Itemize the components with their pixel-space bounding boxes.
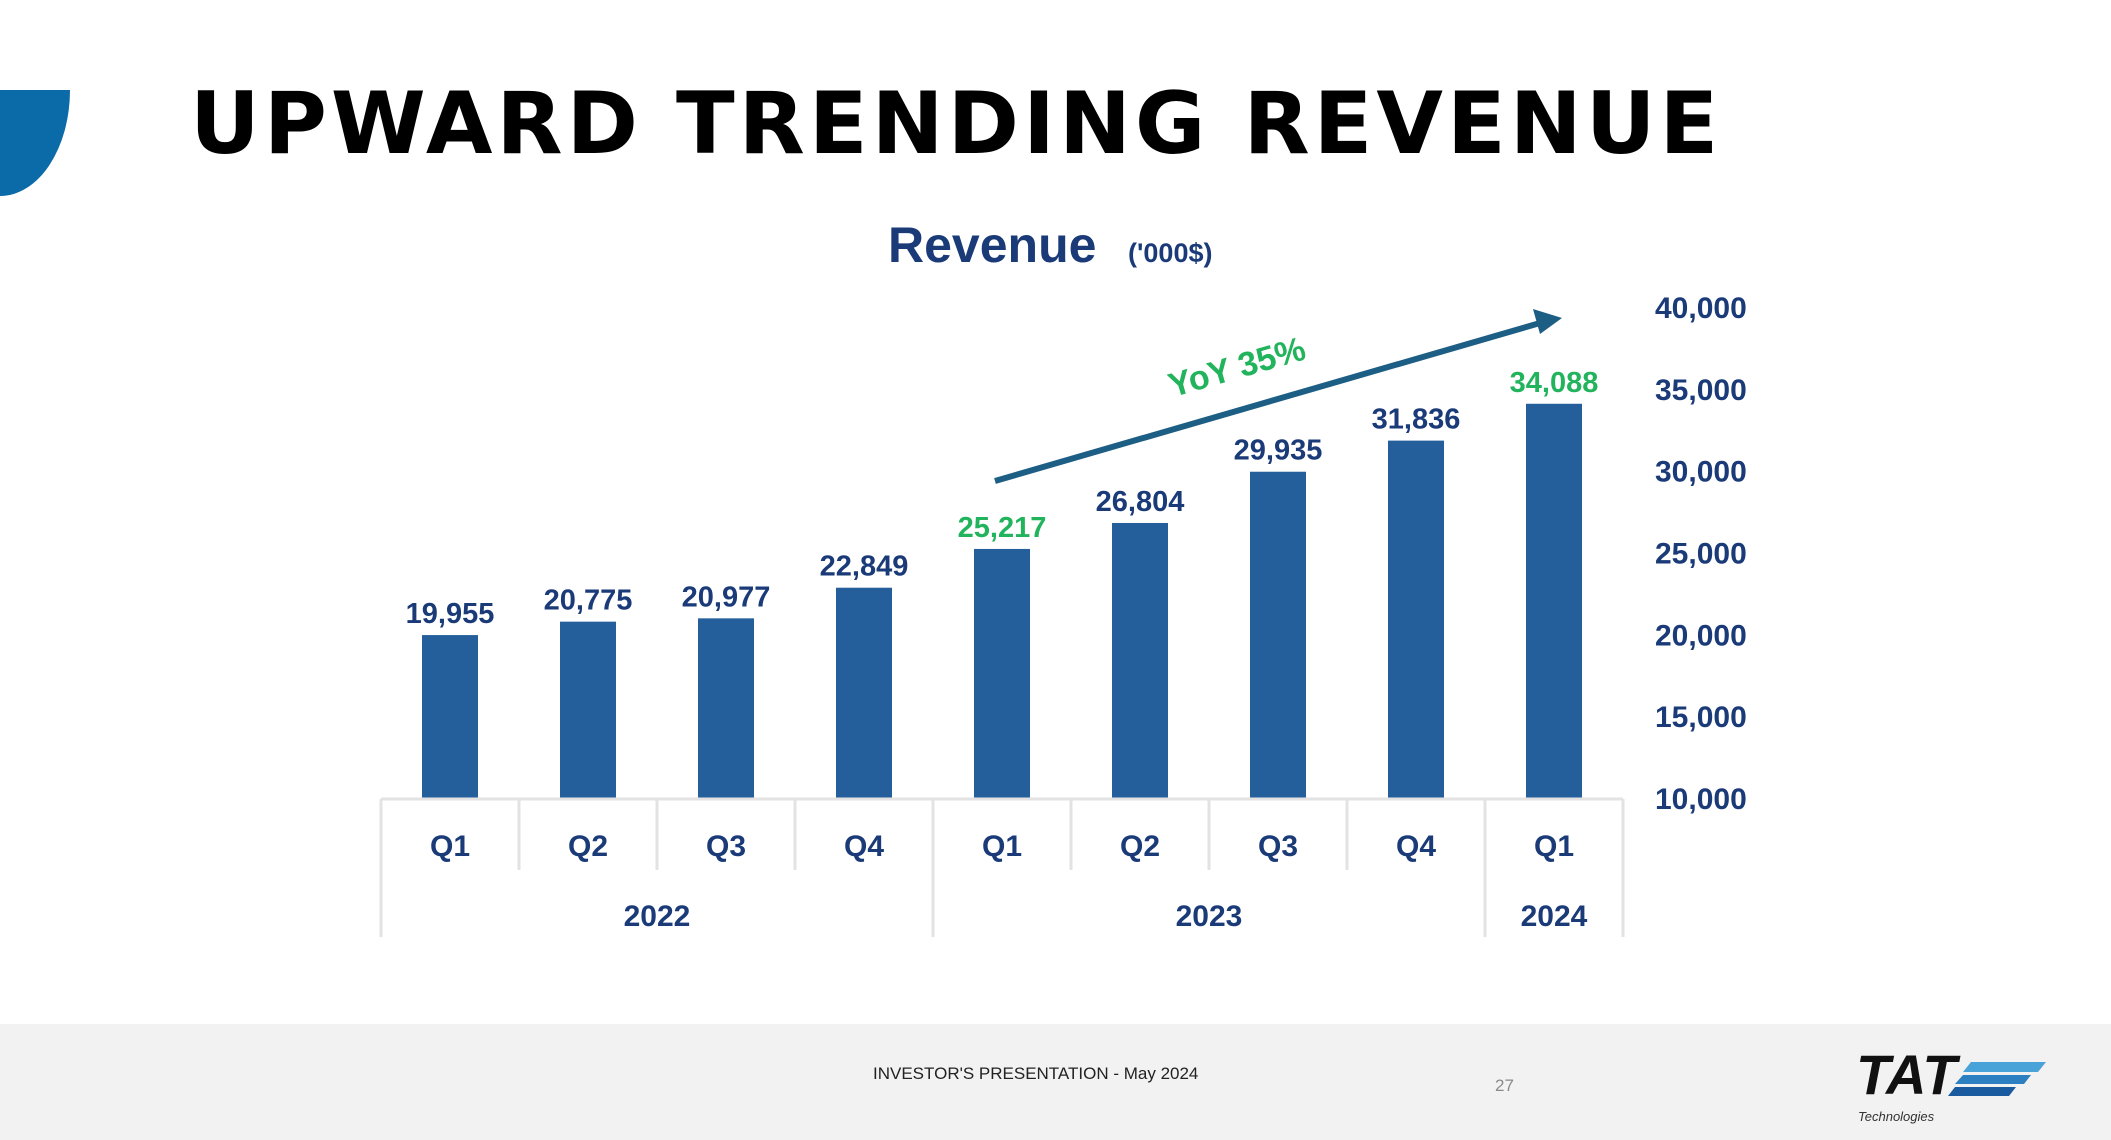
bar-7: [1250, 471, 1306, 798]
y-tick-label: 35,000: [1655, 374, 1747, 407]
year-label: 2022: [624, 900, 691, 933]
bar-9: [1526, 403, 1582, 798]
chart-title-unit: ('000$): [1128, 238, 1212, 268]
bar-value-label: 20,775: [544, 585, 633, 617]
bar-value-label: 19,955: [406, 598, 495, 630]
y-tick-label: 15,000: [1655, 701, 1747, 734]
footer-bar: INVESTOR'S PRESENTATION - May 2024 27 TA…: [0, 1024, 2111, 1140]
tat-logo: TAT Technologies: [1856, 1043, 2046, 1124]
trend-arrow: [994, 320, 1541, 484]
revenue-chart: Revenue ('000$) 19,955 20,775 20,977 22,849…: [379, 217, 1747, 937]
chart-title: Revenue: [888, 217, 1096, 273]
bar-3: [698, 618, 754, 798]
logo-text: TAT: [1856, 1043, 1961, 1106]
y-tick-label: 20,000: [1655, 619, 1747, 652]
bar-value-label: 20,977: [682, 581, 771, 613]
bar-value-label: 26,804: [1096, 486, 1185, 518]
bar-value-label: 31,836: [1372, 404, 1461, 436]
bars-group: [422, 403, 1582, 798]
trend-arrow-head: [1533, 309, 1562, 334]
category-label: Q4: [1396, 830, 1436, 863]
slide-title: UPWARD TRENDING REVENUE: [190, 74, 1723, 174]
logo-stripe-bottom: [1948, 1087, 2016, 1096]
category-label: Q2: [1120, 830, 1160, 863]
bar-value-label: 22,849: [820, 551, 909, 583]
bar-2: [560, 621, 616, 798]
bar-6: [1112, 522, 1168, 798]
category-label: Q1: [982, 830, 1022, 863]
footer-text: INVESTOR'S PRESENTATION - May 2024: [873, 1064, 1199, 1083]
bar-5: [974, 548, 1030, 798]
year-label: 2023: [1176, 900, 1243, 933]
logo-stripe-top: [1963, 1062, 2046, 1072]
bar-value-label: 34,088: [1510, 367, 1599, 399]
bar-4: [836, 587, 892, 798]
bar-value-label: 29,935: [1234, 435, 1323, 467]
category-axis-table: Q1 Q2 Q3 Q4 Q1 Q2 Q3 Q4 Q1 2022 2023 2024: [379, 797, 1625, 937]
category-label: Q2: [568, 830, 608, 863]
y-axis: 10,000 15,000 20,000 25,000 30,000 35,000 40,0…: [1655, 292, 1747, 816]
bar-8: [1388, 440, 1444, 798]
y-tick-label: 25,000: [1655, 538, 1747, 571]
bar-value-labels: 19,955 20,775 20,977 22,849 25,217 26,804 29,9…: [406, 367, 1599, 630]
year-label: 2024: [1521, 900, 1588, 933]
logo-stripe-middle: [1955, 1075, 2031, 1084]
category-label: Q3: [706, 830, 746, 863]
category-label: Q1: [430, 830, 470, 863]
logo-subtext: Technologies: [1858, 1109, 1935, 1124]
bar-value-label: 25,217: [958, 512, 1047, 544]
category-label: Q4: [844, 830, 884, 863]
page-number: 27: [1495, 1076, 1514, 1095]
y-tick-label: 10,000: [1655, 783, 1747, 816]
category-label: Q3: [1258, 830, 1298, 863]
bar-1: [422, 635, 478, 798]
y-tick-label: 40,000: [1655, 292, 1747, 325]
category-label: Q1: [1534, 830, 1574, 863]
y-tick-label: 30,000: [1655, 456, 1747, 489]
